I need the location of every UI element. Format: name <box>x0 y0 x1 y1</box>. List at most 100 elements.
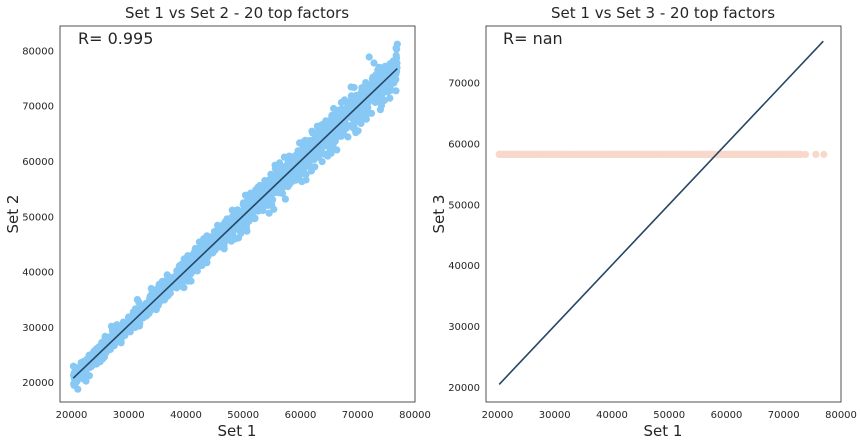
scatter-point <box>254 183 262 191</box>
scatter-point <box>351 125 359 133</box>
scatter-point <box>322 130 331 138</box>
scatter-point <box>318 158 326 166</box>
scatter-point <box>100 339 109 347</box>
scatter-point <box>70 380 78 388</box>
scatter-point <box>126 328 134 336</box>
x-tick-label: 30000 <box>113 410 145 421</box>
panel-2-points <box>495 150 828 158</box>
y-tick-label: 80000 <box>22 46 54 57</box>
scatter-point <box>261 177 269 185</box>
panel-1-r-annotation: R= 0.995 <box>78 29 153 48</box>
scatter-point <box>173 267 181 275</box>
scatter-point <box>337 98 345 107</box>
y-tick-label: 50000 <box>448 200 480 211</box>
scatter-point <box>332 118 340 126</box>
x-tick-label: 70000 <box>342 410 374 421</box>
scatter-point <box>307 149 315 157</box>
scatter-point <box>326 117 334 125</box>
scatter-point <box>392 51 400 60</box>
scatter-point <box>70 374 79 382</box>
x-tick-label: 50000 <box>227 410 259 421</box>
scatter-point <box>133 319 141 327</box>
scatter-point <box>377 91 385 99</box>
x-tick-label: 60000 <box>285 410 317 421</box>
y-tick-label: 70000 <box>448 79 480 90</box>
fit-line <box>72 68 398 379</box>
scatter-point <box>220 245 228 253</box>
scatter-point <box>363 85 371 93</box>
y-tick-label: 40000 <box>448 261 480 272</box>
y-tick-label: 30000 <box>448 322 480 333</box>
scatter-point <box>362 109 370 117</box>
x-tick-label: 60000 <box>711 410 743 421</box>
scatter-point <box>146 292 154 300</box>
x-tick-label: 40000 <box>596 410 628 421</box>
scatter-point <box>365 53 373 61</box>
scatter-point <box>180 267 188 275</box>
scatter-point <box>278 180 286 188</box>
scatter-point <box>324 152 332 160</box>
scatter-point <box>150 303 158 311</box>
y-tick-label: 60000 <box>22 157 54 168</box>
scatter-point <box>278 189 287 197</box>
panel-2-x-ticks: 20000 30000 40000 50000 60000 70000 80000 <box>482 410 857 421</box>
scatter-point <box>138 303 146 311</box>
scatter-point <box>259 206 267 215</box>
scatter-point <box>374 66 382 74</box>
scatter-point <box>317 121 325 130</box>
x-tick-label: 80000 <box>825 410 857 421</box>
scatter-point <box>177 261 185 270</box>
scatter-point <box>270 186 278 194</box>
y-tick-label: 30000 <box>22 323 54 334</box>
scatter-point <box>101 332 109 340</box>
scatter-point <box>355 92 363 100</box>
y-tick-label: 20000 <box>448 383 480 394</box>
scatter-point <box>82 377 90 385</box>
panel-2-y-axis-label: Set 3 <box>430 195 448 234</box>
scatter-point <box>383 65 391 73</box>
panel-1-x-ticks: 20000 30000 40000 50000 60000 70000 80000 <box>56 410 431 421</box>
scatter-point <box>233 206 242 214</box>
scatter-point <box>382 73 390 81</box>
panel-1-plot-frame <box>59 25 416 403</box>
y-tick-label: 20000 <box>22 378 54 389</box>
panel-1-points <box>69 40 401 393</box>
scatter-point <box>275 166 283 174</box>
scatter-point <box>164 276 172 284</box>
panel-2-fit-line <box>498 40 824 385</box>
x-tick-label: 70000 <box>768 410 800 421</box>
scatter-point <box>290 171 299 179</box>
scatter-point <box>108 326 116 334</box>
scatter-point <box>152 291 160 299</box>
scatter-point <box>298 178 306 186</box>
scatter-point <box>245 200 253 208</box>
scatter-point <box>178 282 186 291</box>
panel-2-title: Set 1 vs Set 3 - 20 top factors <box>551 4 775 22</box>
scatter-point <box>333 146 341 154</box>
scatter-point <box>267 170 275 178</box>
y-tick-label: 60000 <box>448 140 480 151</box>
panel-2-x-axis-label: Set 1 <box>644 422 683 440</box>
panel-1-y-ticks: 20000 30000 40000 50000 60000 70000 80000 <box>22 46 54 389</box>
panel-2-plot-frame <box>485 25 842 403</box>
scatter-point <box>247 189 255 197</box>
panel-2: Set 1 vs Set 3 - 20 top factors 20000 300… <box>430 4 857 440</box>
x-tick-label: 40000 <box>170 410 202 421</box>
scatter-point <box>332 108 340 116</box>
scatter-point <box>235 223 243 231</box>
y-tick-label: 40000 <box>22 268 54 279</box>
scatter-point <box>393 40 401 48</box>
scatter-point <box>120 324 128 332</box>
scatter-point <box>213 244 221 252</box>
scatter-point <box>199 245 207 253</box>
scatter-point <box>85 372 93 380</box>
scatter-point <box>820 150 828 158</box>
scatter-point <box>166 289 174 297</box>
scatter-point <box>812 150 820 158</box>
scatter-point <box>242 213 251 221</box>
scatter-point <box>307 164 315 172</box>
scatter-point <box>350 83 358 92</box>
scatter-point <box>167 282 175 290</box>
y-tick-label: 50000 <box>22 212 54 223</box>
